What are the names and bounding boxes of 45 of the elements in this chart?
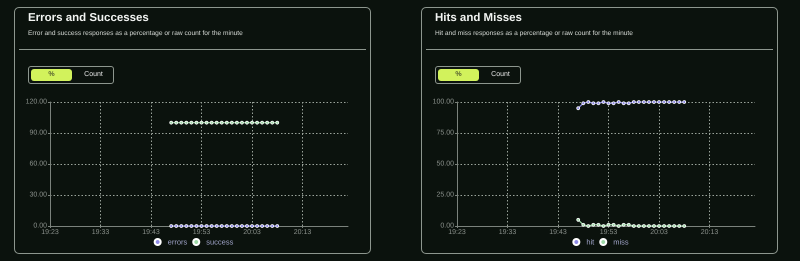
point — [667, 224, 672, 228]
point — [606, 222, 610, 227]
point — [677, 224, 682, 228]
point — [596, 222, 600, 227]
point — [636, 224, 641, 228]
point — [632, 100, 636, 104]
chart-title: Hits and Misses — [435, 12, 522, 24]
point — [657, 100, 661, 104]
point — [667, 100, 672, 104]
point — [672, 100, 676, 104]
point — [642, 100, 646, 104]
point — [602, 100, 606, 104]
point — [682, 100, 686, 104]
point — [642, 224, 646, 228]
point — [632, 224, 636, 228]
point — [662, 100, 666, 104]
point — [576, 218, 580, 222]
point — [606, 101, 610, 106]
point — [682, 224, 686, 228]
point — [586, 224, 590, 228]
point — [622, 222, 626, 227]
point — [581, 101, 586, 106]
point — [576, 106, 580, 110]
point — [626, 222, 631, 227]
point — [591, 222, 596, 227]
point — [581, 222, 586, 227]
point — [586, 100, 590, 104]
point — [677, 100, 682, 104]
point — [602, 224, 606, 228]
point — [636, 100, 641, 104]
point — [672, 224, 676, 228]
point — [622, 101, 626, 106]
point — [596, 101, 600, 106]
point — [612, 222, 616, 227]
point — [591, 101, 596, 106]
chart-title: Errors and Successes — [28, 12, 149, 24]
point — [626, 101, 631, 106]
point — [662, 224, 666, 228]
point — [647, 224, 651, 228]
point — [612, 101, 616, 106]
point — [616, 100, 621, 104]
point — [652, 224, 656, 228]
point — [616, 224, 621, 228]
point — [652, 100, 656, 104]
point — [647, 100, 651, 104]
